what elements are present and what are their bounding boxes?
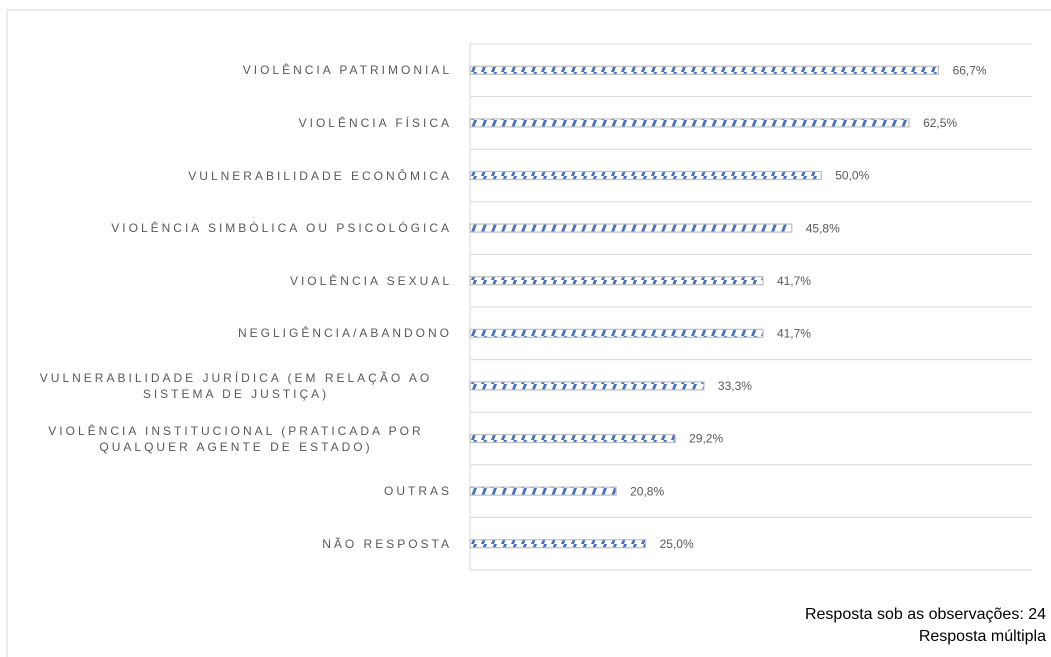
category-label: OUTRAS [12,471,452,511]
category-text: VULNERABILIDADE JURÍDICA (EM RELAÇÃO AO … [39,370,433,401]
category-label: NEGLIGÊNCIA/ABANDONO [12,313,452,353]
category-label: VIOLÊNCIA SEXUAL [12,261,452,301]
bar [469,276,764,286]
category-text: VIOLÊNCIA INSTITUCIONAL (PRATICADA POR Q… [48,423,424,454]
note: Resposta múltipla [918,628,1046,645]
category-text: VIOLÊNCIA SEXUAL [289,273,452,288]
value-label: 62,5% [923,116,957,130]
value-label: 45,8% [806,221,840,235]
category-label: VULNERABILIDADE ECONÔMICA [12,156,452,196]
category-label: VIOLÊNCIA FÍSICA [12,103,452,143]
value-label: 66,7% [953,63,987,77]
category-label: VULNERABILIDADE JURÍDICA (EM RELAÇÃO AO … [12,366,452,406]
note: Resposta sob as observações: 24 [804,606,1046,623]
category-text: VIOLÊNCIA SIMBÓLICA OU PSICOLÓGICA [111,221,452,236]
value-label: 25,0% [660,537,694,551]
bar [469,486,617,496]
bar [469,328,764,338]
category-label: VIOLÊNCIA INSTITUCIONAL (PRATICADA POR Q… [12,419,452,459]
value-label: 33,3% [718,379,752,393]
bar [469,170,822,181]
frame [6,9,1051,657]
bar [469,118,910,128]
bar [469,539,647,549]
value-label: 41,7% [777,274,811,288]
value-label: 20,8% [630,484,664,498]
category-text: OUTRAS [383,484,452,499]
bar [469,381,705,391]
category-label: VIOLÊNCIA PATRIMONIAL [12,50,452,90]
category-text: NEGLIGÊNCIA/ABANDONO [237,326,452,341]
category-text: VIOLÊNCIA PATRIMONIAL [242,63,452,78]
value-label: 50,0% [835,169,869,183]
category-label: NÃO RESPOSTA [12,524,452,564]
value-label: 29,2% [689,432,723,446]
category-text: VIOLÊNCIA FÍSICA [298,115,452,130]
bar [469,223,793,233]
value-label: 41,7% [777,326,811,340]
category-text: VULNERABILIDADE ECONÔMICA [188,168,452,183]
category-label: VIOLÊNCIA SIMBÓLICA OU PSICOLÓGICA [12,208,452,248]
bar [469,433,676,444]
bar [469,65,940,75]
category-text: NÃO RESPOSTA [322,536,452,551]
